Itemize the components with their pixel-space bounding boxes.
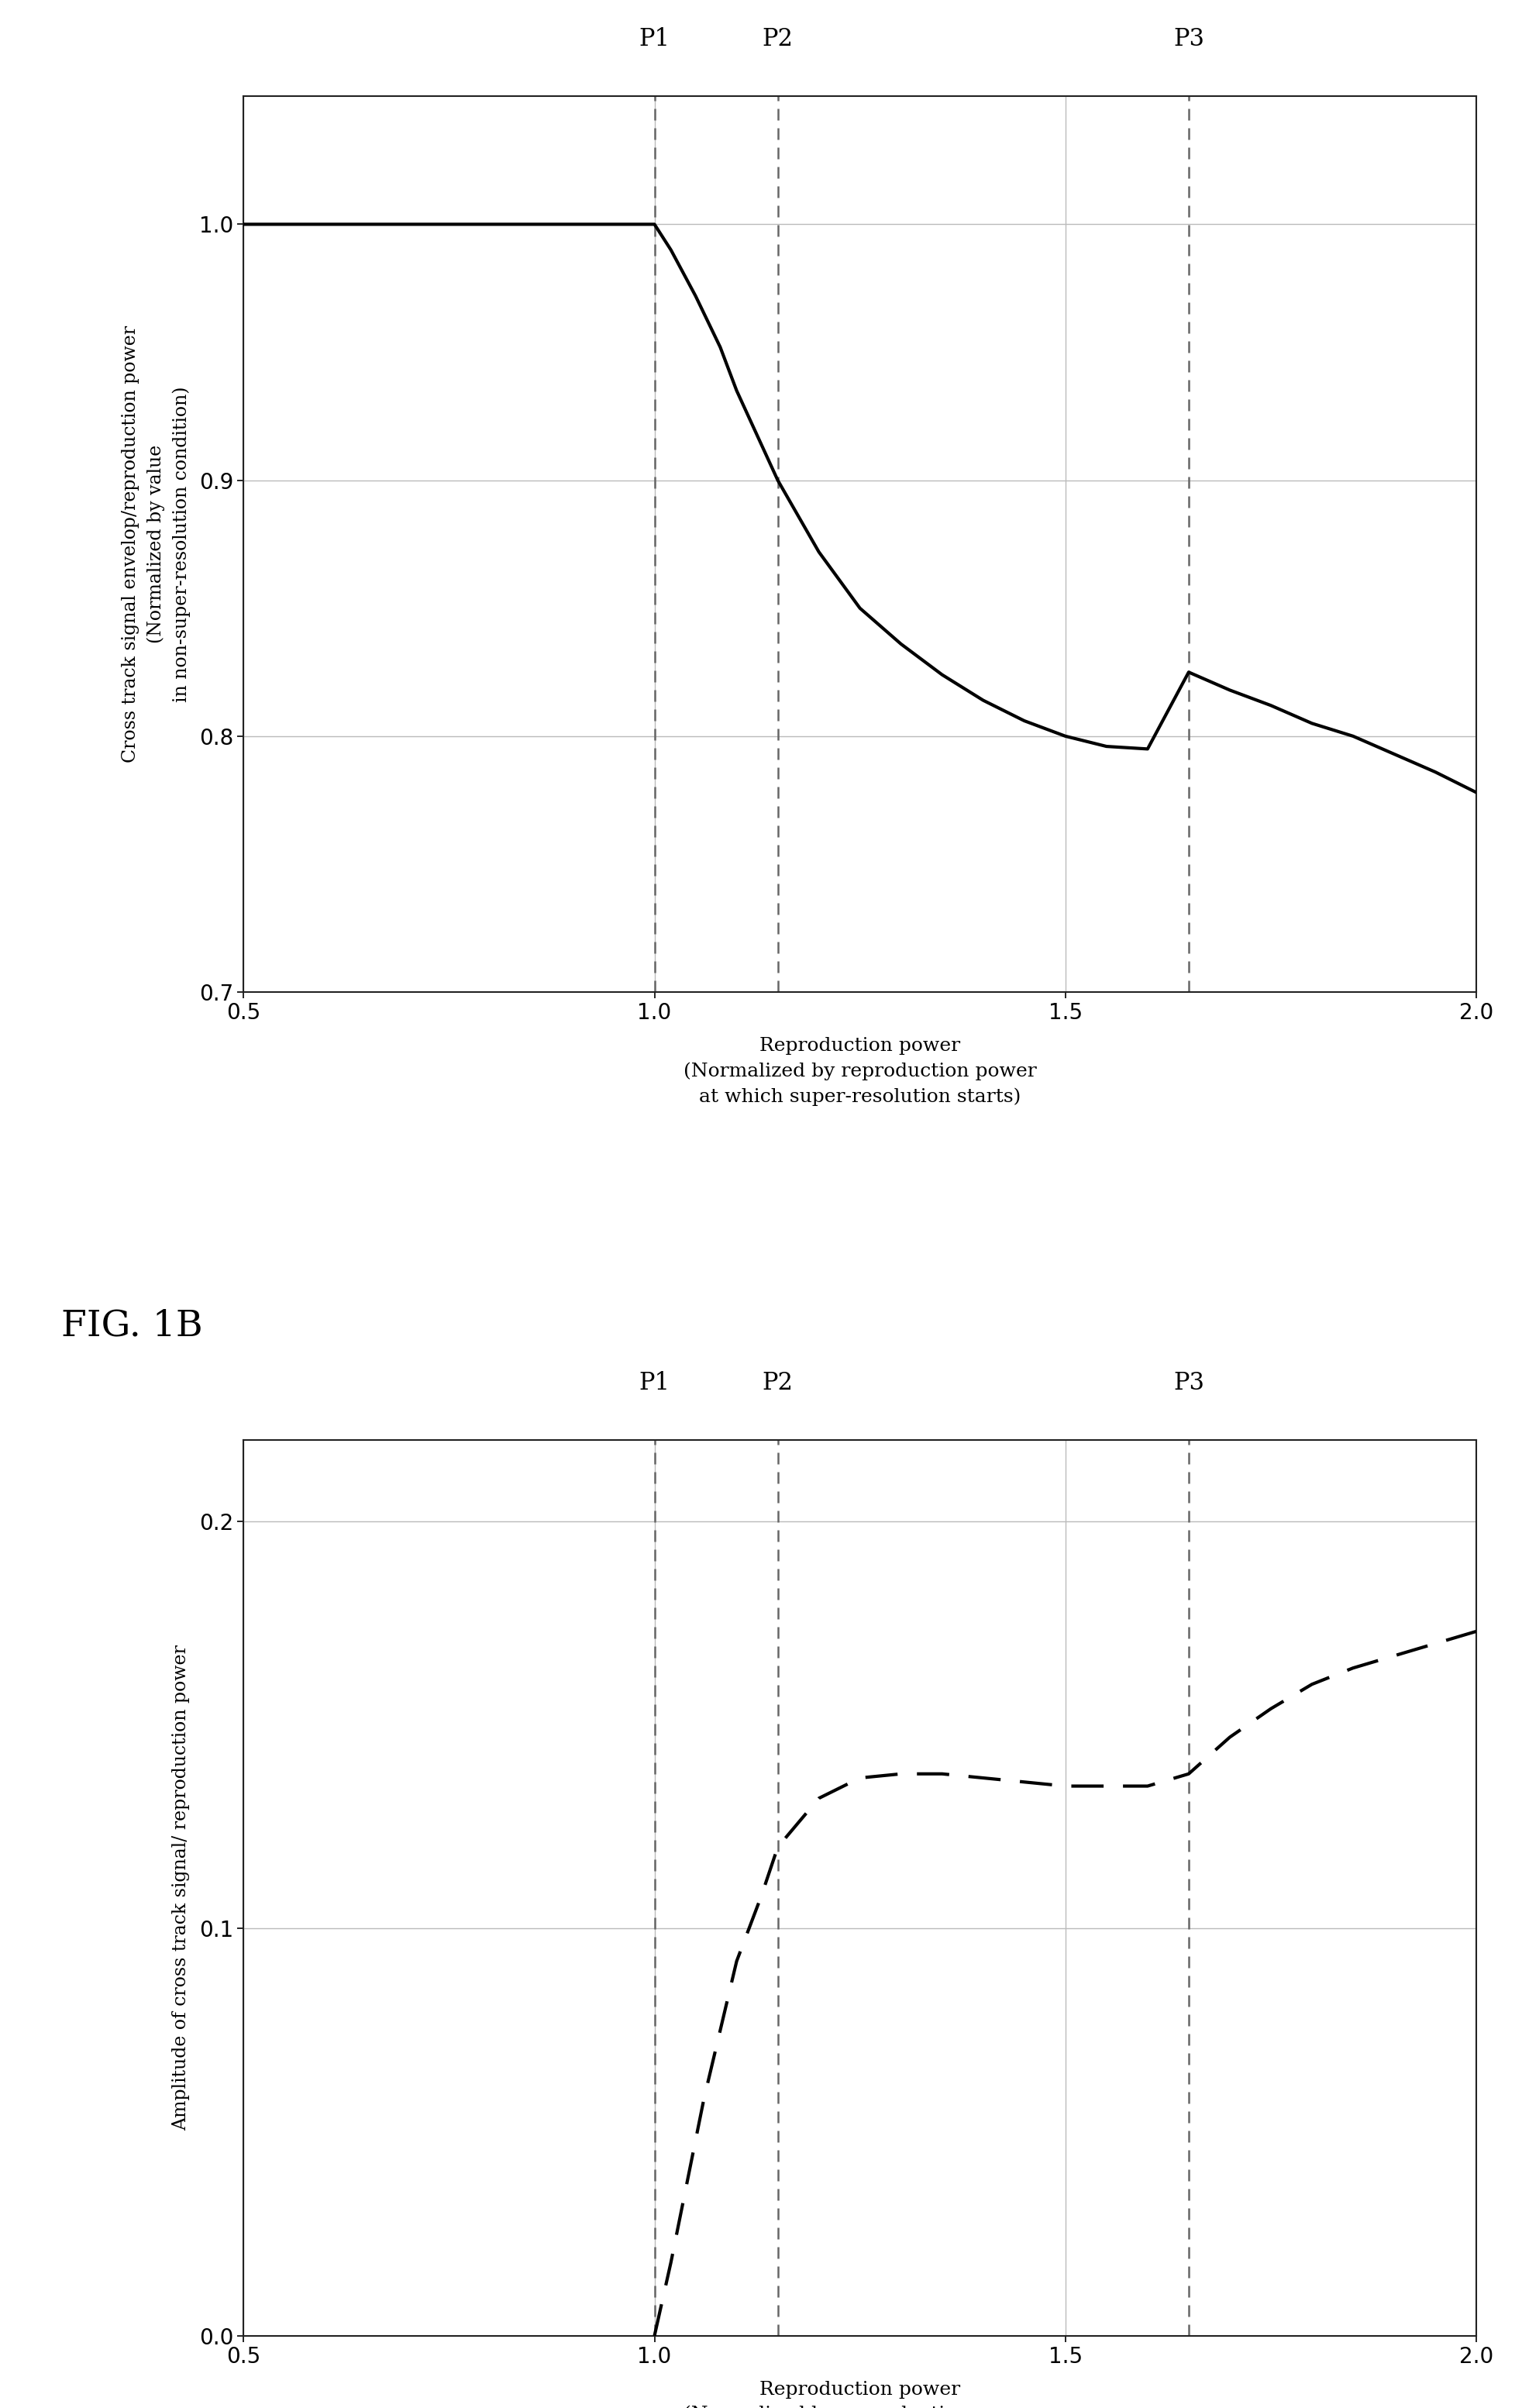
Text: P3: P3 [1173,1370,1204,1394]
Text: P2: P2 [763,26,793,51]
Text: FIG. 1B: FIG. 1B [61,1308,202,1344]
Text: P3: P3 [1173,26,1204,51]
Text: P2: P2 [763,1370,793,1394]
X-axis label: Reproduction power
(Normalized by reproduction power
at which super-resolution s: Reproduction power (Normalized by reprod… [683,2382,1036,2408]
Text: P1: P1 [639,1370,670,1394]
Y-axis label: Cross track signal envelop/reproduction power
(Normalized by value
in non-super-: Cross track signal envelop/reproduction … [122,325,190,763]
Y-axis label: Amplitude of cross track signal/ reproduction power: Amplitude of cross track signal/ reprodu… [172,1645,190,2131]
X-axis label: Reproduction power
(Normalized by reproduction power
at which super-resolution s: Reproduction power (Normalized by reprod… [683,1038,1036,1105]
Text: P1: P1 [639,26,670,51]
